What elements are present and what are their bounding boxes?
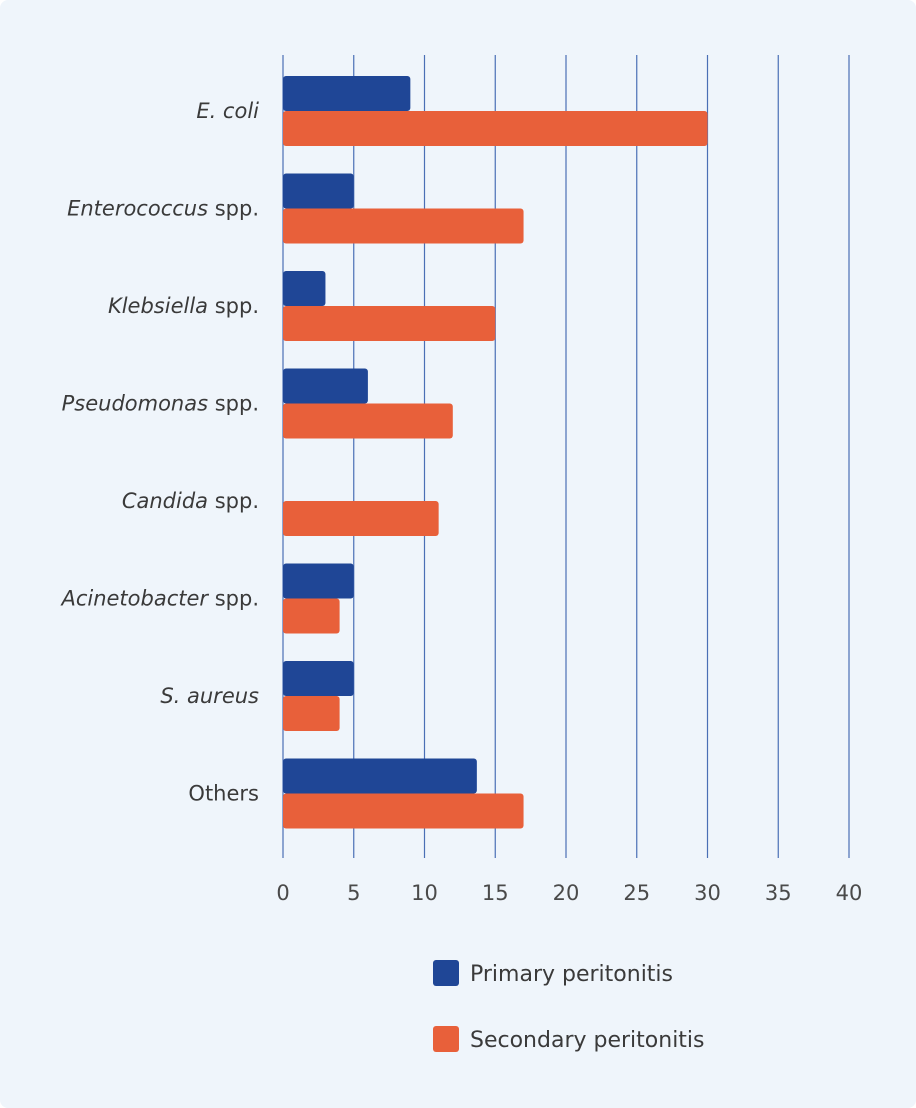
primary-bar xyxy=(283,563,354,599)
secondary-bar xyxy=(283,598,340,634)
x-tick-label: 35 xyxy=(765,881,792,905)
category-label: Enterococcus spp. xyxy=(67,197,259,221)
legend-label: Primary peritonitis xyxy=(470,962,673,987)
x-tick-label: 15 xyxy=(482,881,509,905)
primary-bar xyxy=(283,271,326,306)
category-label: E. coli xyxy=(196,99,259,123)
primary-bar xyxy=(283,368,368,404)
x-tick-label: 30 xyxy=(694,881,721,905)
secondary-bar xyxy=(283,208,524,244)
secondary-bar xyxy=(283,501,439,536)
primary-bar xyxy=(283,173,354,209)
x-tick-label: 5 xyxy=(347,881,360,905)
x-tick-label: 40 xyxy=(836,881,863,905)
category-label: Acinetobacter spp. xyxy=(59,587,259,611)
legend-item-secondary: Secondary peritonitis xyxy=(433,1026,705,1053)
category-label: S. aureus xyxy=(160,684,259,708)
legend-item-primary: Primary peritonitis xyxy=(433,960,673,987)
category-label: Others xyxy=(188,782,259,806)
x-tick-label: 25 xyxy=(623,881,650,905)
category-label: Pseudomonas spp. xyxy=(62,392,259,416)
secondary-bar xyxy=(283,793,524,829)
primary-bar xyxy=(283,661,354,696)
bars xyxy=(283,76,708,829)
x-axis-ticks: 0 5 10 15 20 25 30 35 40 xyxy=(276,881,862,905)
category-label: Candida spp. xyxy=(122,489,259,513)
secondary-bar xyxy=(283,111,708,146)
secondary-bar xyxy=(283,306,496,341)
legend-swatch xyxy=(433,1026,459,1052)
legend-label: Secondary peritonitis xyxy=(470,1028,705,1053)
y-axis-categories: E. coli Enterococcus spp. Klebsiella spp. P… xyxy=(59,99,259,806)
primary-bar xyxy=(283,76,411,111)
x-tick-label: 20 xyxy=(553,881,580,905)
primary-bar xyxy=(283,758,477,794)
secondary-bar xyxy=(283,696,340,731)
x-tick-label: 10 xyxy=(411,881,438,905)
x-tick-label: 0 xyxy=(276,881,289,905)
category-label: Klebsiella spp. xyxy=(108,294,259,318)
legend: Primary peritonitis Secondary peritonitis xyxy=(433,960,705,1053)
secondary-bar xyxy=(283,403,453,439)
grid-lines xyxy=(282,55,850,858)
legend-swatch xyxy=(433,960,459,986)
